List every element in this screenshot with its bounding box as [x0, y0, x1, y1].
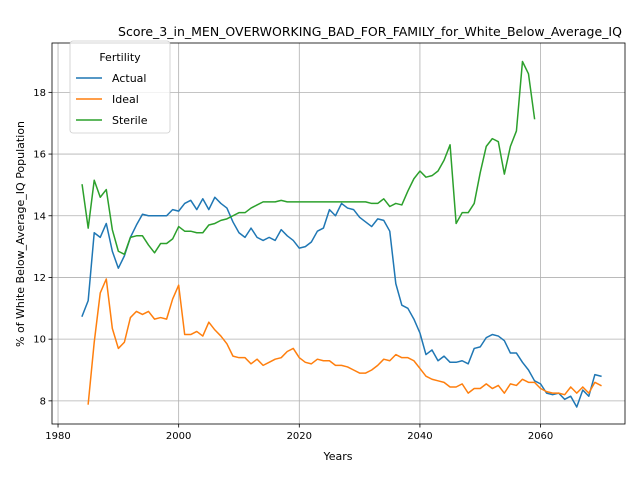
- plot-frame: [51, 42, 626, 425]
- y-tick-label: 16: [33, 150, 46, 161]
- legend-label-ideal: Ideal: [112, 93, 139, 106]
- series-line-actual: [81, 196, 602, 408]
- chart-title: Score_3_in_MEN_OVERWORKING_BAD_FOR_FAMIL…: [118, 24, 622, 39]
- x-axis-label: Years: [322, 450, 352, 463]
- x-tick-label: 2000: [166, 431, 191, 442]
- legend-box: [69, 40, 171, 134]
- y-tick-label: 8: [40, 396, 46, 407]
- legend: Fertility Actual Ideal Sterile: [69, 40, 171, 134]
- y-axis-ticks: 8 10 12 14 16 18: [33, 88, 52, 407]
- y-tick-label: 14: [33, 211, 46, 222]
- x-tick-label: 2020: [287, 431, 312, 442]
- series-line-sterile: [81, 60, 536, 256]
- legend-label-actual: Actual: [112, 72, 146, 85]
- series-line-ideal: [87, 278, 602, 405]
- x-tick-label: 2060: [528, 431, 553, 442]
- y-tick-label: 12: [33, 273, 46, 284]
- legend-items: Actual Ideal Sterile: [76, 72, 148, 127]
- x-axis-ticks: 1980 2000 2020 2040 2060: [45, 424, 553, 442]
- x-tick-label: 1980: [45, 431, 70, 442]
- x-tick-label: 2040: [407, 431, 432, 442]
- legend-title: Fertility: [99, 51, 141, 64]
- plot-series: [81, 60, 602, 408]
- y-axis-label: % of White Below_Average_IQ Population: [14, 121, 27, 347]
- y-tick-label: 18: [33, 88, 46, 99]
- legend-label-sterile: Sterile: [112, 114, 148, 127]
- y-tick-label: 10: [33, 335, 46, 346]
